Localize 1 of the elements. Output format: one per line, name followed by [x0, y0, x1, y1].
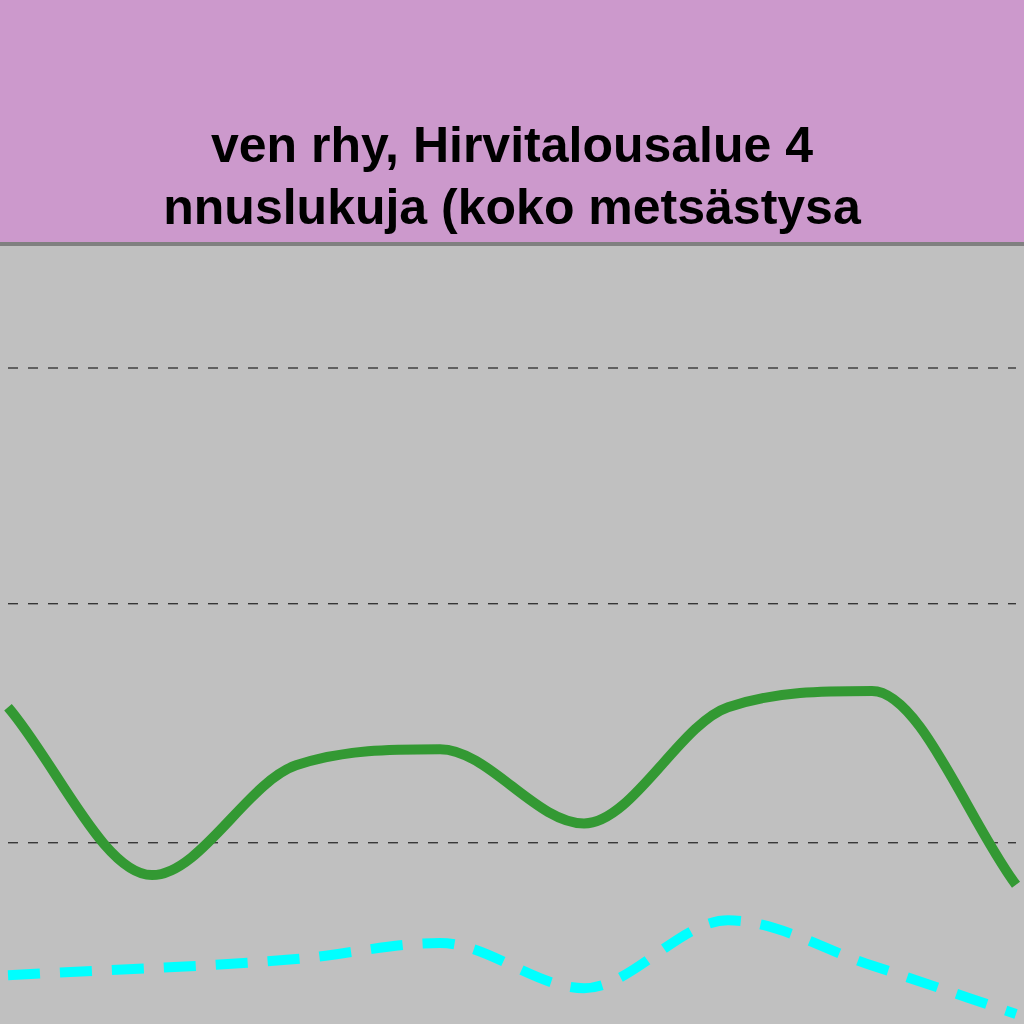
chart-title: ven rhy, Hirvitalousalue 4 nnuslukuja (koko metsästysa [163, 116, 861, 237]
